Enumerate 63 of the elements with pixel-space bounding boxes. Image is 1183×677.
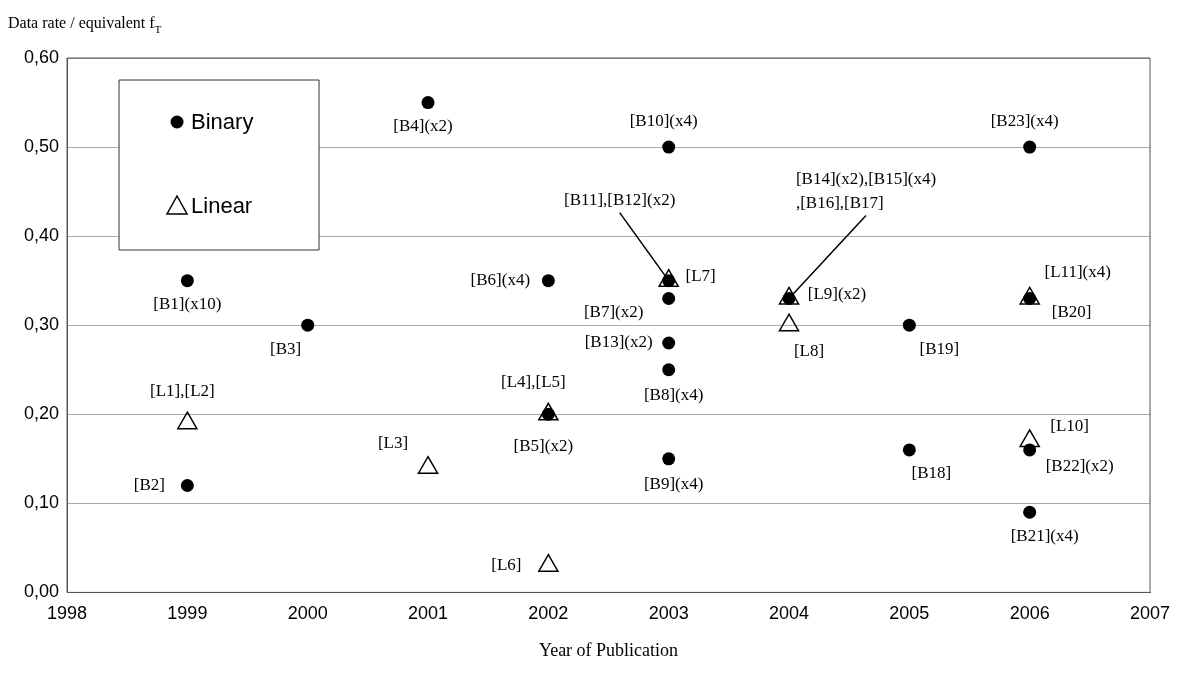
annotation: [B20]	[1051, 301, 1092, 321]
x-axis-title: Year of Publication	[538, 640, 679, 661]
point	[421, 96, 435, 110]
x-tick-label: 2007	[1129, 603, 1171, 624]
x-tick-label: 1999	[167, 603, 208, 624]
annotation: [B23](x4)	[990, 110, 1059, 130]
point	[1023, 443, 1037, 457]
point	[180, 274, 194, 288]
annotation: [B9](x4)	[643, 474, 704, 494]
annotation: [B13](x2)	[584, 332, 653, 352]
point	[662, 336, 676, 350]
annotation: [L10]	[1050, 416, 1090, 436]
annotation: [B7](x2)	[583, 301, 644, 321]
y-tick-label: 0,50	[23, 136, 60, 157]
point	[301, 318, 315, 332]
annotation: [B14](x2),[B15](x4) ,[B16],[B17]	[795, 168, 937, 212]
y-tick-label: 0,00	[23, 581, 60, 602]
x-tick-label: 2003	[648, 603, 689, 624]
point	[662, 140, 676, 154]
annotation: [B18]	[911, 463, 952, 483]
annotation: [L6]	[491, 555, 522, 575]
point	[541, 274, 555, 288]
point	[902, 443, 916, 457]
y-tick-label: 0,30	[23, 314, 60, 335]
point	[1023, 505, 1037, 519]
x-tick-label: 2005	[889, 603, 930, 624]
annotation: [L4],[L5]	[501, 371, 566, 391]
annotation: [L7]	[685, 266, 716, 286]
x-tick-label: 2006	[1009, 603, 1050, 624]
point	[662, 291, 676, 305]
point	[1023, 140, 1037, 154]
annotation: [L3]	[377, 433, 409, 453]
x-tick-label: 2000	[287, 603, 328, 624]
annotation: [B10](x4)	[629, 110, 698, 130]
y-tick-label: 0,40	[23, 225, 60, 246]
y-tick-label: 0,20	[23, 403, 60, 424]
annotation: [B5](x2)	[513, 435, 574, 455]
annotation: [L1],[L2]	[150, 380, 215, 400]
annotation: [B4](x2)	[393, 116, 453, 135]
point	[662, 363, 676, 377]
point	[180, 479, 194, 493]
annotation: [B22](x2)	[1045, 456, 1114, 476]
point	[902, 318, 916, 332]
x-tick-label: 2001	[408, 603, 449, 624]
annotation: [B3]	[270, 338, 302, 358]
x-tick-label: 2002	[528, 603, 569, 624]
x-tick-label: 2004	[768, 603, 810, 624]
annotation: [L11](x4)	[1044, 261, 1111, 281]
annotation: [B8](x4)	[643, 385, 704, 405]
annotation: [B21](x4)	[1010, 525, 1079, 545]
annotation: [B2]	[133, 474, 165, 494]
annotation: [B6](x4)	[470, 270, 531, 290]
legend-label: Linear	[191, 193, 253, 219]
legend-label: Binary	[191, 109, 254, 135]
annotation: [B11],[B12](x2)	[564, 190, 676, 210]
y-tick-label: 0,10	[23, 492, 60, 513]
annotation: [L8]	[793, 340, 825, 360]
annotation: [B1](x10)	[153, 294, 222, 314]
annotation: [B19]	[919, 338, 960, 358]
y-tick-label: 0,60	[23, 46, 60, 67]
annotation: [L9](x2)	[807, 283, 867, 303]
point	[662, 452, 676, 466]
x-tick-label: 1998	[47, 603, 88, 624]
